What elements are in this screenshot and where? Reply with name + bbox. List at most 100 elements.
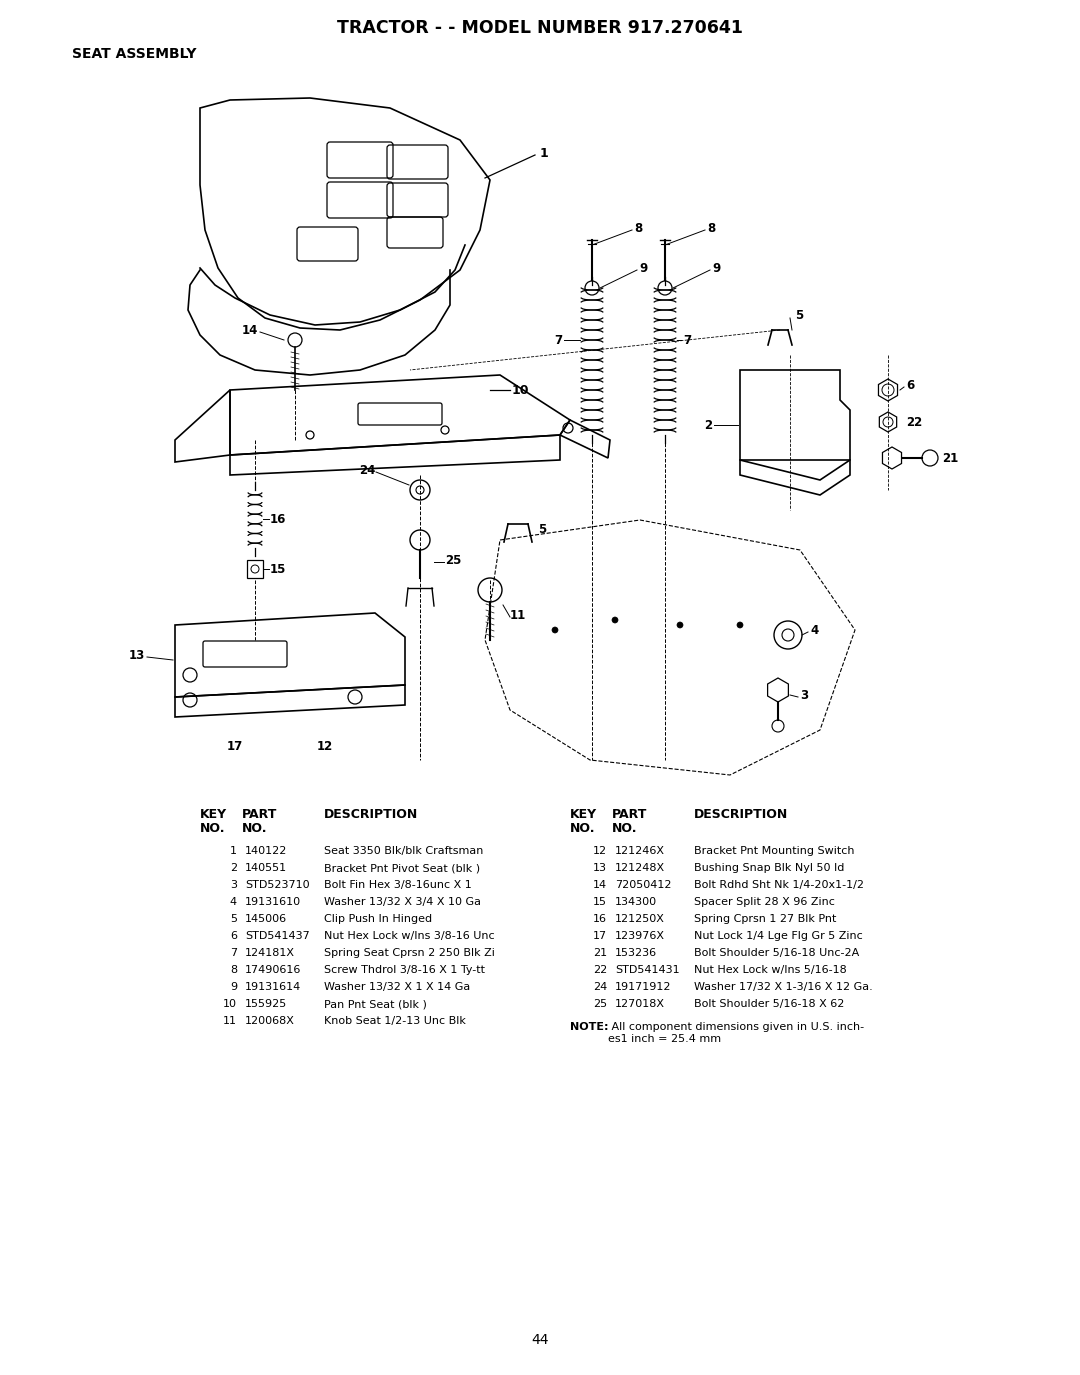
Text: 6: 6 <box>906 378 915 392</box>
Text: DESCRIPTION: DESCRIPTION <box>694 808 788 821</box>
Text: 121246X: 121246X <box>615 846 665 857</box>
Text: Spacer Split 28 X 96 Zinc: Spacer Split 28 X 96 Zinc <box>694 896 835 908</box>
Text: 21: 21 <box>942 451 958 465</box>
Text: Bolt Fin Hex 3/8-16unc X 1: Bolt Fin Hex 3/8-16unc X 1 <box>324 880 472 890</box>
Circle shape <box>612 617 618 623</box>
Text: 1: 1 <box>230 846 237 857</box>
Text: 121248X: 121248X <box>615 864 665 873</box>
Text: 13: 13 <box>129 649 145 661</box>
Text: 25: 25 <box>445 554 461 566</box>
Text: 12: 12 <box>593 846 607 857</box>
Text: 44: 44 <box>531 1332 549 1348</box>
Text: PART: PART <box>612 808 647 821</box>
Text: 5: 5 <box>795 308 804 322</box>
Text: 10: 10 <box>512 384 529 396</box>
Text: 2: 2 <box>230 864 237 873</box>
Text: 140551: 140551 <box>245 864 287 873</box>
Text: 4: 4 <box>810 623 819 637</box>
Text: Pan Pnt Seat (blk ): Pan Pnt Seat (blk ) <box>324 1000 427 1009</box>
Text: 13: 13 <box>593 864 607 873</box>
Text: Spring Cprsn 1 27 Blk Pnt: Spring Cprsn 1 27 Blk Pnt <box>694 914 836 924</box>
Circle shape <box>737 622 743 628</box>
Text: Screw Thdrol 3/8-16 X 1 Ty-tt: Screw Thdrol 3/8-16 X 1 Ty-tt <box>324 965 485 975</box>
Text: Spring Seat Cprsn 2 250 Blk Zi: Spring Seat Cprsn 2 250 Blk Zi <box>324 947 495 958</box>
Text: 124181X: 124181X <box>245 947 295 958</box>
Text: 15: 15 <box>270 562 286 576</box>
Text: SEAT ASSEMBLY: SEAT ASSEMBLY <box>72 47 197 60</box>
Text: 8: 8 <box>230 965 237 975</box>
Text: 3: 3 <box>800 689 808 701</box>
Text: 14: 14 <box>242 323 258 337</box>
Text: 8: 8 <box>707 221 715 235</box>
Text: 9: 9 <box>712 261 720 275</box>
Text: NO.: NO. <box>570 822 595 835</box>
Text: KEY: KEY <box>570 808 597 821</box>
Text: PART: PART <box>242 808 278 821</box>
Text: 9: 9 <box>639 261 647 275</box>
Text: 7: 7 <box>554 334 562 346</box>
Text: 24: 24 <box>593 982 607 991</box>
Text: 15: 15 <box>593 896 607 908</box>
Text: 19131614: 19131614 <box>245 982 301 991</box>
Text: 5: 5 <box>230 914 237 924</box>
Text: Bolt Rdhd Sht Nk 1/4-20x1-1/2: Bolt Rdhd Sht Nk 1/4-20x1-1/2 <box>694 880 864 890</box>
Text: Bolt Shoulder 5/16-18 Unc-2A: Bolt Shoulder 5/16-18 Unc-2A <box>694 947 860 958</box>
Text: Washer 17/32 X 1-3/16 X 12 Ga.: Washer 17/32 X 1-3/16 X 12 Ga. <box>694 982 873 991</box>
Text: 72050412: 72050412 <box>615 880 672 890</box>
Text: Bushing Snap Blk Nyl 50 Id: Bushing Snap Blk Nyl 50 Id <box>694 864 845 873</box>
Text: 7: 7 <box>230 947 237 958</box>
Text: 16: 16 <box>270 513 286 525</box>
Text: KEY: KEY <box>200 808 227 821</box>
Text: Seat 3350 Blk/blk Craftsman: Seat 3350 Blk/blk Craftsman <box>324 846 484 857</box>
Text: 22: 22 <box>593 965 607 975</box>
Text: 17490616: 17490616 <box>245 965 301 975</box>
Text: STD541437: STD541437 <box>245 931 310 941</box>
Text: 155925: 155925 <box>245 1000 287 1009</box>
Text: Washer 13/32 X 3/4 X 10 Ga: Washer 13/32 X 3/4 X 10 Ga <box>324 896 481 908</box>
Text: NO.: NO. <box>612 822 637 835</box>
Text: DESCRIPTION: DESCRIPTION <box>324 808 418 821</box>
Text: 3: 3 <box>230 880 237 890</box>
Text: Nut Hex Lock w/Ins 3/8-16 Unc: Nut Hex Lock w/Ins 3/8-16 Unc <box>324 931 495 941</box>
Text: STD541431: STD541431 <box>615 965 679 975</box>
Text: 24: 24 <box>359 463 375 477</box>
Text: 2: 2 <box>704 418 712 432</box>
Text: 12: 12 <box>316 740 333 754</box>
Text: NO.: NO. <box>242 822 268 835</box>
Text: TRACTOR - - MODEL NUMBER 917.270641: TRACTOR - - MODEL NUMBER 917.270641 <box>337 19 743 37</box>
Text: 17: 17 <box>227 740 243 754</box>
Text: 145006: 145006 <box>245 914 287 924</box>
Text: 120068X: 120068X <box>245 1016 295 1026</box>
Text: Bracket Pnt Pivot Seat (blk ): Bracket Pnt Pivot Seat (blk ) <box>324 864 481 873</box>
Text: 1: 1 <box>540 147 549 160</box>
Text: 134300: 134300 <box>615 896 657 908</box>
Text: 153236: 153236 <box>615 947 657 958</box>
Circle shape <box>552 627 558 632</box>
Circle shape <box>677 622 683 628</box>
Text: Knob Seat 1/2-13 Unc Blk: Knob Seat 1/2-13 Unc Blk <box>324 1016 465 1026</box>
Text: Nut Hex Lock w/Ins 5/16-18: Nut Hex Lock w/Ins 5/16-18 <box>694 965 847 975</box>
Text: Washer 13/32 X 1 X 14 Ga: Washer 13/32 X 1 X 14 Ga <box>324 982 470 991</box>
Text: 9: 9 <box>230 982 237 991</box>
Text: 25: 25 <box>593 1000 607 1009</box>
Text: NOTE:: NOTE: <box>570 1022 608 1033</box>
Text: 5: 5 <box>538 522 546 535</box>
Text: Bracket Pnt Mounting Switch: Bracket Pnt Mounting Switch <box>694 846 854 857</box>
Text: 127018X: 127018X <box>615 1000 665 1009</box>
Bar <box>247 560 264 578</box>
Text: Bolt Shoulder 5/16-18 X 62: Bolt Shoulder 5/16-18 X 62 <box>694 1000 845 1009</box>
Text: 6: 6 <box>230 931 237 941</box>
Text: 4: 4 <box>230 896 237 908</box>
Text: NO.: NO. <box>200 822 226 835</box>
Text: 21: 21 <box>593 947 607 958</box>
Text: 8: 8 <box>634 221 643 235</box>
Text: STD523710: STD523710 <box>245 880 310 890</box>
Text: 14: 14 <box>593 880 607 890</box>
Text: 11: 11 <box>510 609 526 622</box>
Text: 140122: 140122 <box>245 846 287 857</box>
Text: 121250X: 121250X <box>615 914 665 924</box>
Text: 19131610: 19131610 <box>245 896 301 908</box>
Text: 11: 11 <box>222 1016 237 1026</box>
Text: 10: 10 <box>222 1000 237 1009</box>
Text: 123976X: 123976X <box>615 931 665 941</box>
